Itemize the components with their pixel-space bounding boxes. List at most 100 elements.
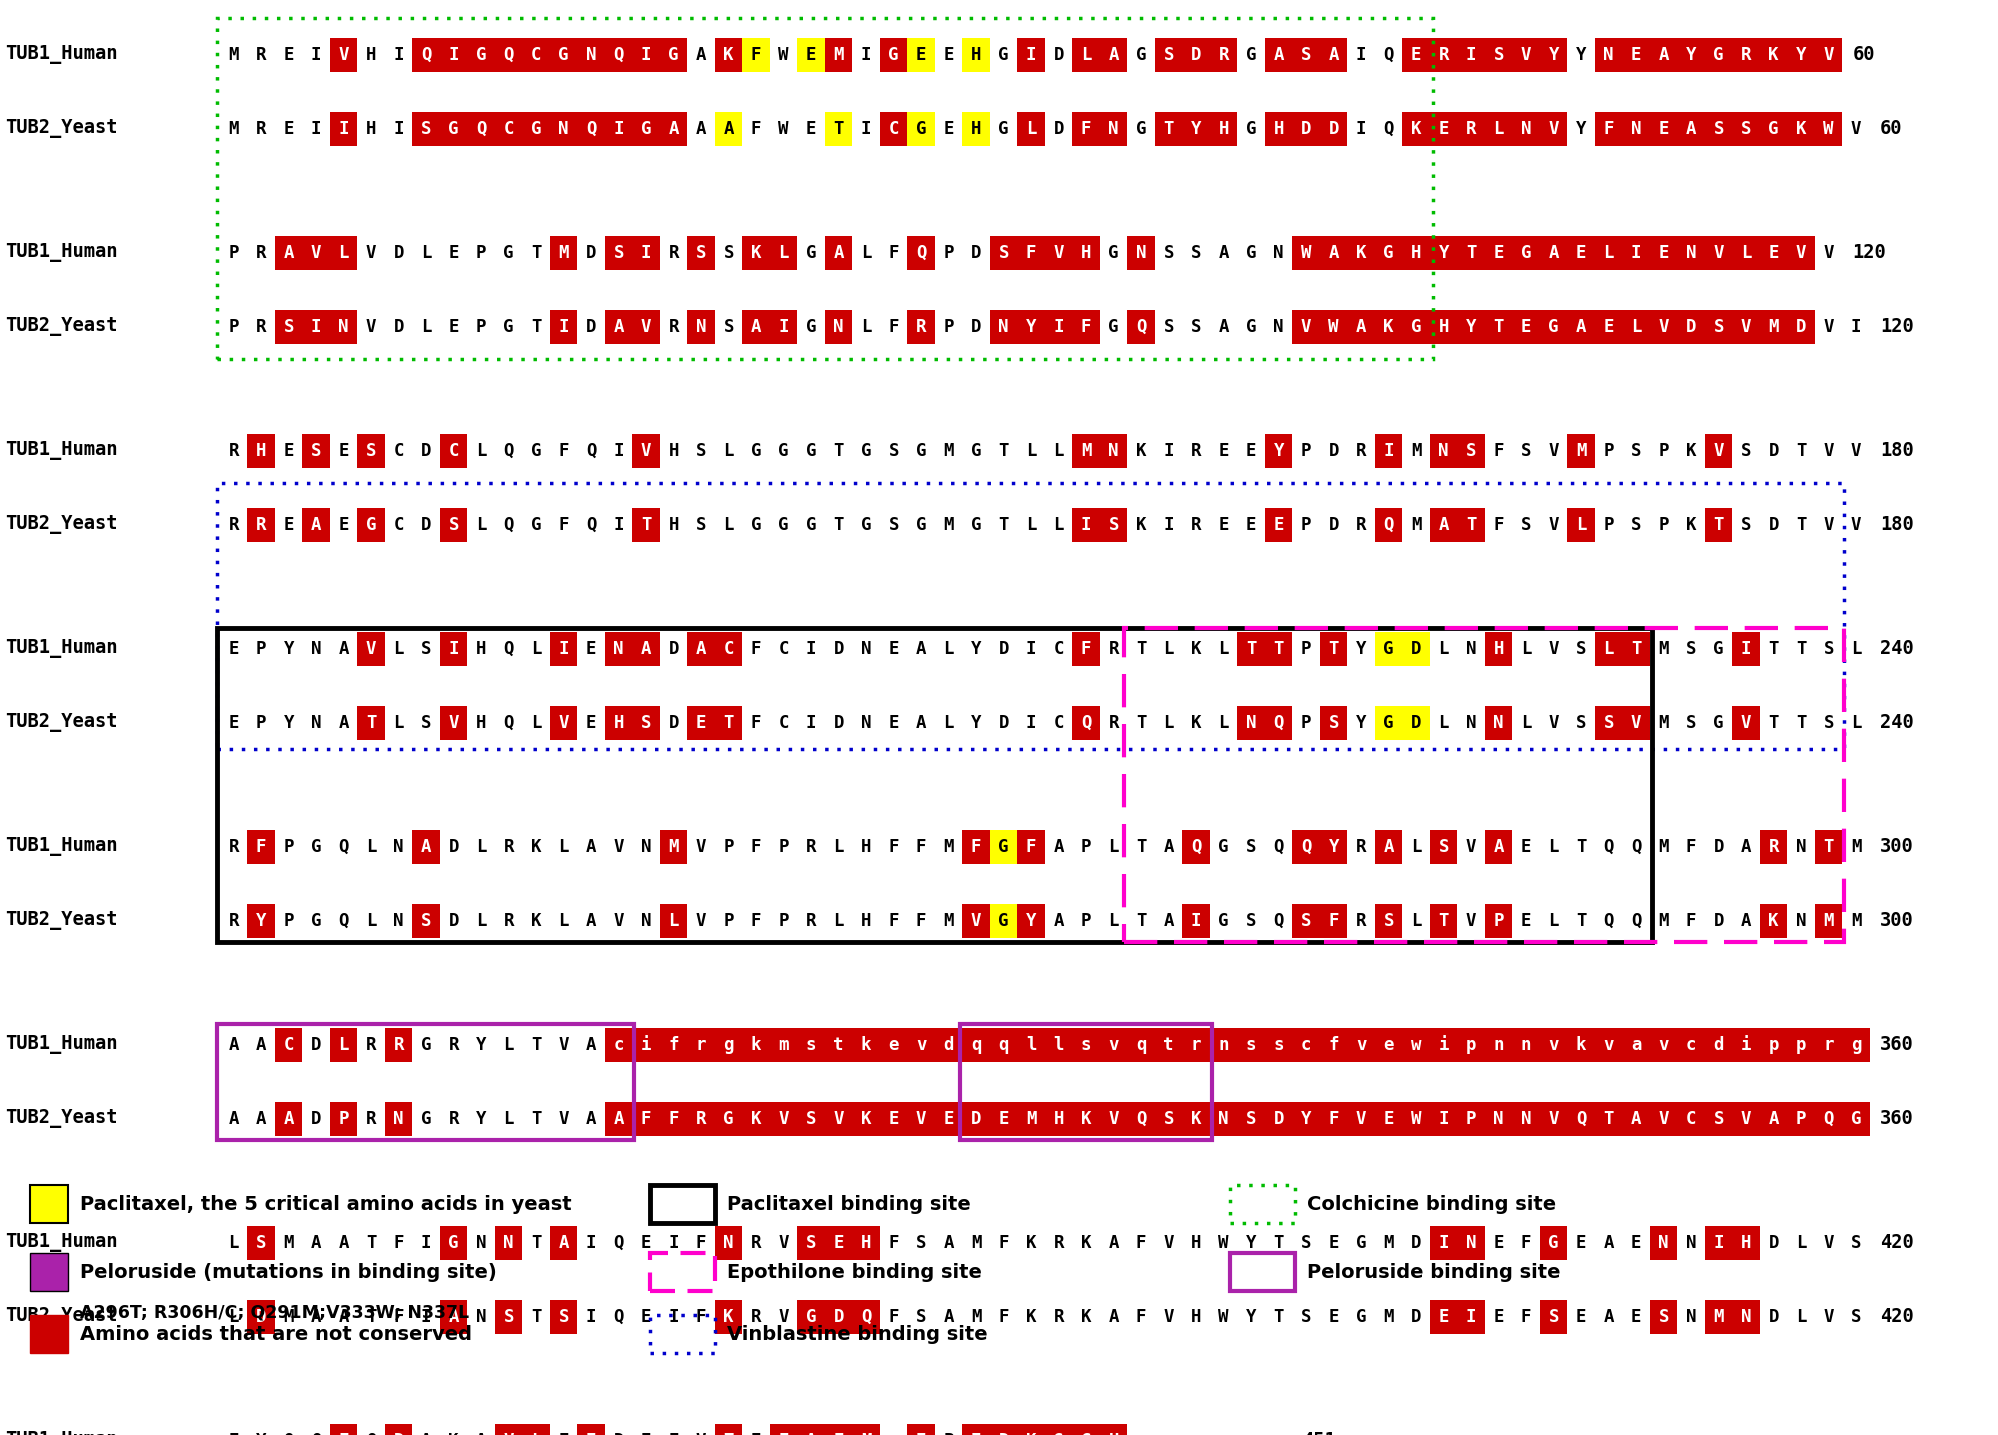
Text: T: T [723, 715, 733, 732]
Text: S: S [1163, 319, 1173, 336]
Bar [1319, 37, 1347, 72]
Text: R: R [1191, 517, 1201, 534]
Text: A: A [1109, 1307, 1119, 1326]
Bar [1265, 1027, 1293, 1062]
Text: L: L [723, 517, 733, 534]
Text: P: P [1301, 715, 1311, 732]
Bar [907, 1424, 935, 1435]
Text: P: P [228, 319, 240, 336]
Text: Peloruside (mutations in binding site): Peloruside (mutations in binding site) [80, 1263, 496, 1281]
Text: S: S [1712, 1111, 1722, 1128]
Text: A: A [723, 121, 733, 138]
Bar [330, 235, 358, 270]
Bar [1099, 1102, 1127, 1137]
Text: P: P [1301, 517, 1311, 534]
Bar [907, 37, 935, 72]
Text: q: q [1135, 1036, 1147, 1053]
Text: D: D [422, 517, 432, 534]
Text: v: v [1109, 1036, 1119, 1053]
Text: K: K [1794, 121, 1806, 138]
Text: Q: Q [1273, 913, 1283, 930]
Bar [1155, 1102, 1183, 1137]
Text: Q: Q [1135, 1111, 1147, 1128]
Text: H: H [971, 46, 981, 65]
Text: D: D [312, 1036, 322, 1053]
Text: G: G [1135, 121, 1147, 138]
Bar [276, 1102, 302, 1137]
Text: Amino acids that are not conserved: Amino acids that are not conserved [80, 1325, 472, 1343]
Bar [1073, 1027, 1099, 1062]
Bar [687, 310, 715, 344]
Text: P: P [284, 838, 294, 857]
Text: A: A [1163, 913, 1173, 930]
Text: p: p [1768, 1036, 1778, 1053]
Bar [1073, 508, 1099, 542]
Text: A: A [695, 121, 705, 138]
Text: C: C [394, 442, 404, 461]
Bar [1209, 112, 1237, 146]
Text: P: P [1602, 517, 1612, 534]
Text: G: G [915, 442, 925, 461]
Text: V: V [1163, 1307, 1173, 1326]
Bar [631, 631, 659, 666]
Text: V: V [695, 913, 705, 930]
Text: L: L [531, 640, 541, 659]
Text: S: S [915, 1307, 925, 1326]
Text: q: q [971, 1036, 981, 1053]
Text: P: P [1081, 913, 1091, 930]
Bar [631, 235, 659, 270]
Text: T: T [1135, 715, 1147, 732]
Bar [605, 310, 631, 344]
Text: S: S [1301, 1234, 1311, 1251]
Bar [1099, 433, 1127, 468]
Bar [248, 433, 276, 468]
Bar [1676, 37, 1704, 72]
Text: L: L [503, 1111, 513, 1128]
Text: R: R [805, 838, 815, 857]
Bar [907, 112, 935, 146]
Text: L: L [1219, 640, 1229, 659]
Bar [1704, 37, 1732, 72]
Text: S: S [1301, 1307, 1311, 1326]
Text: G: G [1411, 319, 1421, 336]
Bar [1566, 310, 1594, 344]
Bar [649, 1185, 715, 1223]
Bar [907, 310, 935, 344]
Text: I: I [1712, 1234, 1722, 1251]
Text: A: A [422, 1432, 432, 1435]
Text: K: K [861, 1111, 871, 1128]
Text: E: E [284, 46, 294, 65]
Text: I: I [557, 319, 569, 336]
Text: D: D [256, 1307, 266, 1326]
Text: R: R [394, 1036, 404, 1053]
Text: k: k [751, 1036, 761, 1053]
Text: S: S [723, 319, 733, 336]
Text: N: N [394, 913, 404, 930]
Text: V: V [1658, 1111, 1668, 1128]
Text: E: E [1630, 1234, 1640, 1251]
Text: T: T [1135, 838, 1147, 857]
Text: Q: Q [503, 517, 513, 534]
Text: G: G [997, 838, 1009, 857]
Text: V: V [777, 1111, 789, 1128]
Bar [1732, 631, 1758, 666]
Text: E: E [1493, 1234, 1502, 1251]
Text: K: K [751, 1111, 761, 1128]
Bar [1045, 235, 1073, 270]
Text: S: S [1439, 838, 1449, 857]
Bar [1622, 235, 1648, 270]
Bar [1485, 310, 1512, 344]
Bar [549, 112, 577, 146]
Bar [659, 37, 687, 72]
Text: T: T [1465, 244, 1477, 263]
Text: F: F [751, 913, 761, 930]
Text: M: M [1574, 442, 1586, 461]
Text: V: V [1712, 244, 1722, 263]
Text: D: D [1712, 913, 1722, 930]
Bar [1319, 904, 1347, 938]
Bar [989, 904, 1017, 938]
Bar [825, 37, 851, 72]
Text: S: S [1740, 442, 1750, 461]
Bar [496, 37, 521, 72]
Bar [961, 1424, 989, 1435]
